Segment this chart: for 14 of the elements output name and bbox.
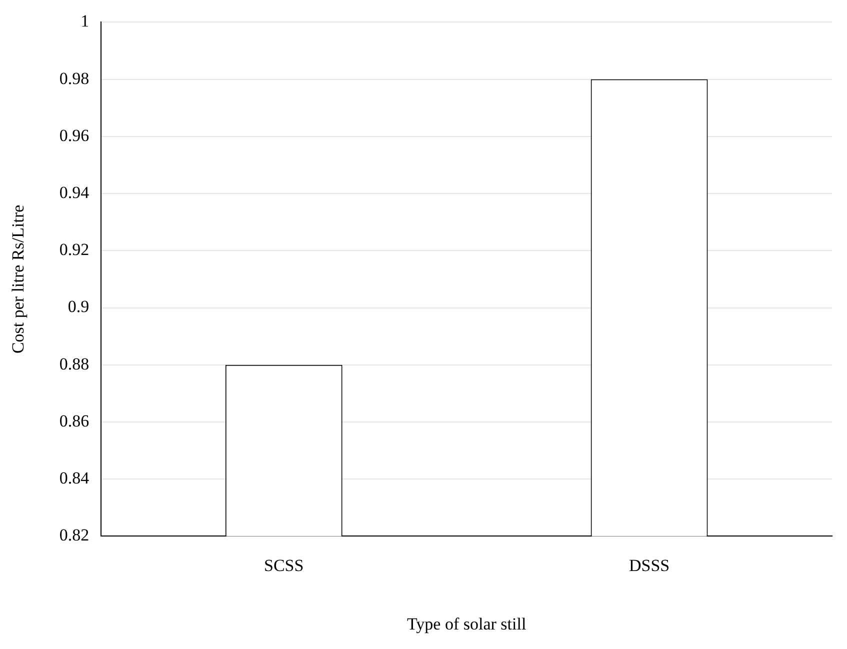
x-axis-title: Type of solar still — [406, 614, 526, 634]
y-axis-title: Cost per litre Rs/Litre — [8, 204, 28, 354]
y-tick-label: 0.92 — [59, 240, 90, 260]
x-tick-label: SCSS — [264, 556, 304, 575]
x-tick-label: DSSS — [628, 556, 670, 575]
y-tick-label: 0.94 — [59, 183, 90, 202]
y-tick-label: 0.9 — [68, 297, 90, 316]
y-tick-label: 0.82 — [59, 526, 90, 545]
y-tick-label: 0.96 — [59, 126, 90, 145]
y-tick-label: 0.84 — [59, 468, 90, 488]
y-tick-label: 0.98 — [59, 68, 90, 88]
y-tick-label: 1 — [80, 12, 90, 31]
y-tick-label: 0.88 — [59, 354, 90, 374]
y-tick-label: 0.86 — [59, 411, 90, 430]
